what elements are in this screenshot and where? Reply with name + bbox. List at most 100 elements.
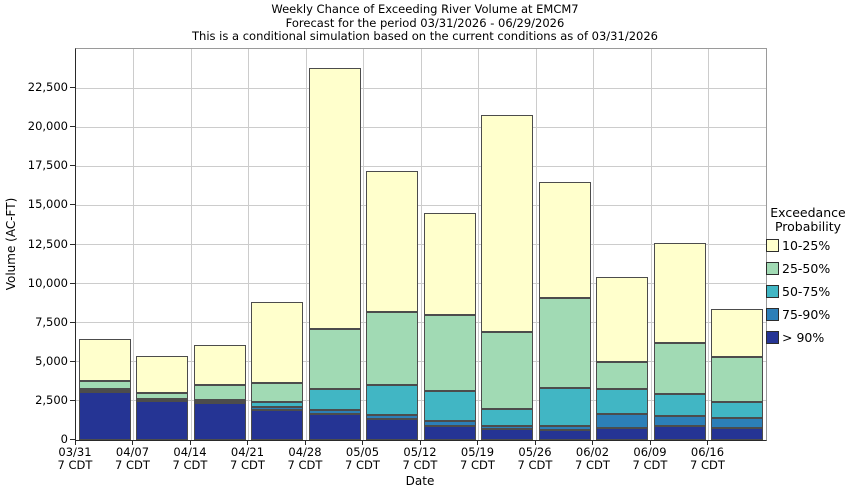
legend-item: > 90%	[766, 326, 850, 349]
bar-segment	[538, 388, 591, 426]
x-tick-time: 7 CDT	[230, 458, 265, 472]
x-tick-time: 7 CDT	[632, 458, 668, 472]
x-tick-label: 03/31 7 CDT	[46, 446, 104, 472]
x-tick-date: 06/02	[575, 445, 610, 459]
y-tick-mark	[70, 204, 75, 206]
bar-segment	[193, 400, 246, 403]
bar-segment	[711, 309, 764, 358]
x-tick-label: 05/19 7 CDT	[449, 446, 507, 472]
x-tick-date: 05/12	[403, 445, 437, 459]
x-tick-mark	[649, 441, 651, 445]
x-tick-date: 04/28	[288, 445, 322, 459]
x-tick-time: 7 CDT	[402, 458, 438, 472]
bar-segment	[596, 428, 649, 440]
bar-segment	[653, 425, 706, 440]
legend-item: 25-50%	[766, 257, 850, 280]
x-tick-date: 05/19	[460, 445, 495, 459]
legend-swatch	[766, 331, 779, 344]
x-tick-mark	[477, 441, 478, 445]
gridline-vertical	[593, 49, 594, 440]
bar-segment	[136, 400, 189, 440]
bar-segment	[366, 311, 419, 386]
x-tick-time: 7 CDT	[287, 458, 323, 472]
x-tick-label: 04/21 7 CDT	[219, 446, 277, 472]
bar-segment	[193, 344, 246, 386]
legend-swatch	[766, 239, 779, 252]
y-tick-label: 12,500	[27, 236, 68, 251]
bar-segment	[653, 393, 706, 416]
bar-segment	[596, 389, 649, 415]
gridline-vertical	[650, 49, 652, 440]
gridline-vertical	[478, 49, 479, 440]
chart-subtitle-conditions: This is a conditional simulation based o…	[192, 29, 658, 43]
bar-segment	[136, 355, 189, 394]
y-tick-mark	[70, 439, 75, 440]
bar-segment	[653, 415, 706, 426]
bar-segment	[423, 425, 476, 440]
x-tick-label: 05/12 7 CDT	[391, 446, 449, 472]
y-tick-mark	[70, 360, 75, 362]
legend-swatch	[766, 262, 779, 275]
x-tick-time: 7 CDT	[575, 458, 610, 472]
gridline-vertical	[363, 49, 364, 440]
plot-area	[75, 48, 767, 441]
bar-segment	[78, 388, 131, 391]
y-tick-label: 17,500	[27, 158, 68, 173]
x-tick-mark	[362, 441, 363, 445]
gridline-vertical	[708, 49, 709, 440]
x-tick-label: 06/16 7 CDT	[679, 446, 737, 472]
bar-segment	[366, 171, 419, 312]
x-tick-label: 04/28 7 CDT	[276, 446, 334, 472]
gridline-vertical	[420, 49, 422, 440]
bar-segment	[423, 390, 476, 422]
x-tick-mark	[247, 441, 248, 445]
legend-item-label: 10-25%	[782, 238, 831, 253]
y-tick-mark	[70, 321, 75, 323]
bar-segment	[538, 181, 591, 299]
y-tick-mark	[70, 126, 75, 128]
bar-segment	[308, 410, 361, 415]
bar-segment	[193, 385, 246, 401]
bar-segment	[481, 408, 534, 426]
x-tick-label: 06/02 7 CDT	[564, 446, 622, 472]
legend-swatch	[766, 285, 779, 298]
bar-segment	[193, 403, 246, 440]
x-tick-date: 04/21	[230, 445, 265, 459]
bar-segment	[596, 414, 649, 429]
x-tick-time: 7 CDT	[345, 458, 380, 472]
x-tick-date: 06/16	[690, 445, 725, 459]
y-tick-mark	[70, 165, 75, 167]
legend-item: 75-90%	[766, 303, 850, 326]
bar-segment	[538, 298, 591, 389]
bar-segment	[711, 357, 764, 402]
bar-segment	[481, 114, 534, 333]
gridline-vertical	[248, 49, 249, 440]
x-tick-mark	[592, 441, 593, 445]
bar-segment	[596, 361, 649, 390]
bar-segment	[308, 67, 361, 329]
y-tick-label: 5,000	[35, 353, 68, 368]
bar-segment	[308, 328, 361, 390]
x-tick-mark	[534, 441, 536, 445]
gridline-vertical	[133, 49, 134, 440]
x-tick-label: 05/26 7 CDT	[506, 446, 564, 472]
x-tick-date: 04/14	[173, 445, 207, 459]
bar-segment	[423, 213, 476, 315]
bar-segment	[136, 393, 189, 399]
legend-item-label: 75-90%	[782, 307, 831, 322]
bar-segment	[308, 389, 361, 411]
x-tick-mark	[132, 441, 133, 445]
y-tick-label: 10,000	[27, 275, 68, 290]
legend-item: 50-75%	[766, 280, 850, 303]
x-tick-date: 05/05	[345, 445, 380, 459]
bar-segment	[251, 382, 304, 402]
y-tick-mark	[70, 87, 75, 89]
x-tick-mark	[304, 441, 306, 445]
legend: Exceedance Probability 10-25% 25-50% 50-75…	[766, 206, 850, 349]
y-tick-label: 20,000	[27, 119, 68, 134]
y-tick-mark	[70, 399, 75, 401]
bar-segment	[251, 406, 304, 410]
x-tick-date: 05/26	[518, 445, 552, 459]
bar-segment	[78, 391, 131, 440]
